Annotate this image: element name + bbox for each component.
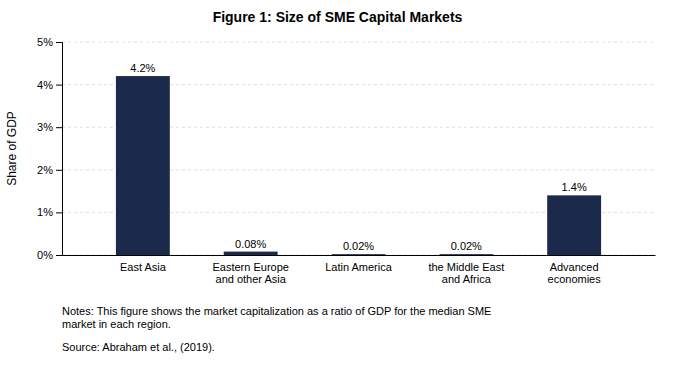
data-label: 1.4% [562,181,587,193]
y-tick-mark [56,212,62,213]
x-tick-label-line: and other Asia [216,273,287,285]
y-tick-mark [56,42,62,43]
x-tick-label: East Asia [120,261,167,273]
annotation-line: Source: Abraham et al., (2019). [62,341,215,353]
x-tick-label: Eastern Europeand other Asia [212,261,288,286]
y-tick: 2% [37,164,62,176]
y-axis-title: Share of GDP [5,111,19,186]
x-tick-label-line: Latin America [325,261,393,273]
bar [224,252,278,255]
x-tick: Advancedeconomies [548,261,602,286]
chart-svg: Figure 1: Size of SME Capital Markets 0% 1… [0,0,675,381]
y-tick-label: 4% [37,79,53,91]
x-tick-label-line: Eastern Europe [212,261,288,273]
data-labels: 4.2% 0.08% 0.02% 0.02% 1.4% [130,62,587,252]
bars [116,76,601,255]
grid [62,42,655,255]
bar [116,76,170,255]
annotation: Notes: This figure shows the market capi… [62,305,491,330]
y-axis-line [56,43,63,256]
x-tick-label-line: and Africa [442,273,492,285]
data-label: 0.02% [451,240,482,252]
data-label: 0.02% [343,240,374,252]
x-tick: Latin America [325,261,393,273]
data-label: 4.2% [130,62,155,74]
x-tick-label-line: the Middle East [428,261,504,273]
bar [439,254,493,255]
y-tick-label: 2% [37,164,53,176]
x-tick-label: Advancedeconomies [548,261,602,286]
bar [332,254,386,255]
y-axis: 0% 1% 2% 3% 4% 5% [37,36,62,261]
bar [547,195,601,255]
plot-area: 0% 1% 2% 3% 4% 5% East Asia Eastern Europeand o… [37,36,655,285]
x-axis: East Asia Eastern Europeand other Asia Lat… [63,256,656,286]
y-tick: 1% [37,206,62,218]
y-tick-label: 1% [37,206,53,218]
x-tick-label: the Middle Eastand Africa [428,261,504,286]
y-tick: 0% [37,249,62,261]
x-tick-label-line: East Asia [120,261,167,273]
y-tick-mark [56,85,62,86]
annotation: Source: Abraham et al., (2019). [62,341,215,353]
chart-title: Figure 1: Size of SME Capital Markets [213,9,463,25]
y-tick: 3% [37,121,62,133]
y-tick-mark [56,127,62,128]
x-axis-line [63,255,656,256]
x-tick: Eastern Europeand other Asia [212,261,288,286]
y-tick-mark [56,170,62,171]
x-tick-label-line: Advanced [550,261,599,273]
x-tick-label-line: economies [548,273,602,285]
x-tick-label: Latin America [325,261,393,273]
y-tick: 4% [37,79,62,91]
y-tick-label: 0% [37,249,53,261]
y-tick: 5% [37,36,62,48]
y-tick-label: 3% [37,121,53,133]
x-tick: the Middle Eastand Africa [428,261,504,286]
x-tick: East Asia [120,261,167,273]
data-label: 0.08% [235,238,266,250]
y-tick-label: 5% [37,36,53,48]
annotation-line: market in each region. [62,318,171,330]
annotation-line: Notes: This figure shows the market capi… [62,305,491,317]
y-tick-mark [56,255,62,256]
grid-line [62,42,655,43]
